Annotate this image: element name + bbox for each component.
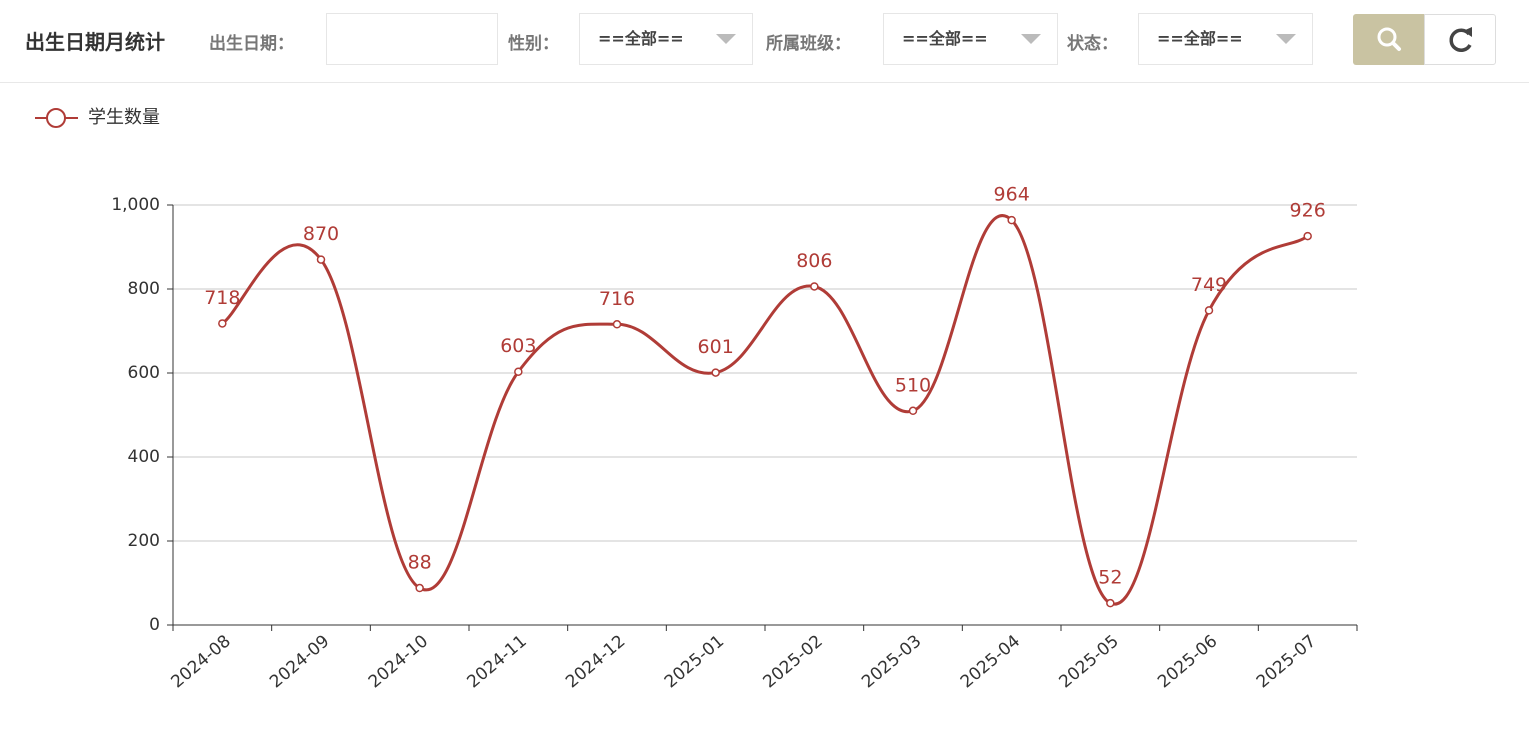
y-tick-label: 800 <box>128 279 160 299</box>
point <box>908 406 918 416</box>
dropdown-arrow <box>716 34 736 44</box>
point <box>415 583 424 593</box>
y-tick-label: 1,000 <box>111 195 160 215</box>
filter-label: 性别： <box>508 34 559 54</box>
point <box>711 368 720 377</box>
legend-label: 学生数量 <box>88 107 160 128</box>
y-tick-label: 200 <box>128 531 160 551</box>
x-tick-label: 2025-04 <box>957 631 1024 692</box>
data-label: 603 <box>500 335 536 357</box>
x-tick-label: 2024-09 <box>266 631 333 692</box>
class-select[interactable]: ==全部== <box>883 13 1058 65</box>
x-tick-label: 2024-08 <box>167 631 234 692</box>
header: 出生日期月统计 出生日期： 性别： ==全部== 所属班级： ==全部== 状态… <box>0 0 1529 83</box>
data-label: 601 <box>698 336 734 358</box>
search-button[interactable] <box>1353 14 1425 65</box>
refresh-icon <box>1449 27 1472 52</box>
x-tick-label: 2024-10 <box>365 631 432 692</box>
point <box>1106 598 1115 608</box>
data-label: 926 <box>1290 200 1326 222</box>
point <box>514 367 523 376</box>
data-label: 718 <box>204 287 240 309</box>
select-value: ==全部== <box>1157 29 1243 48</box>
y-tick-label: 600 <box>128 363 160 383</box>
point <box>218 319 227 328</box>
point <box>612 320 622 329</box>
select-value: ==全部== <box>598 29 684 48</box>
point <box>810 282 819 291</box>
data-label: 716 <box>599 288 635 310</box>
data-label: 52 <box>1098 567 1122 589</box>
y-tick-label: 400 <box>128 447 160 467</box>
status-select[interactable]: ==全部== <box>1138 13 1313 65</box>
data-label: 964 <box>994 184 1030 206</box>
line <box>221 214 1309 606</box>
x-tick-label: 2025-05 <box>1055 631 1122 692</box>
filter-label: 出生日期： <box>209 34 294 54</box>
date-input[interactable] <box>326 13 498 65</box>
x-tick-label: 2025-06 <box>1154 631 1221 692</box>
data-label: 510 <box>895 374 931 396</box>
data-label: 870 <box>303 223 339 245</box>
x-tick-label: 2024-11 <box>463 631 530 692</box>
point <box>1303 231 1312 241</box>
data-label: 88 <box>408 552 432 574</box>
x-tick-label: 2024-12 <box>562 631 629 692</box>
search-icon <box>1377 27 1401 51</box>
page-title: 出生日期月统计 <box>25 30 165 54</box>
filter-label: 所属班级： <box>766 34 851 54</box>
dropdown-arrow <box>1021 34 1041 44</box>
dropdown-arrow <box>1276 34 1296 44</box>
x-tick-label: 2025-02 <box>759 631 826 692</box>
x-tick-label: 2025-07 <box>1253 631 1320 692</box>
point <box>1007 215 1016 225</box>
legend-marker <box>46 108 66 128</box>
filter-label: 状态： <box>1067 34 1118 54</box>
x-tick-label: 2025-01 <box>661 631 728 692</box>
select-value: ==全部== <box>902 29 988 48</box>
data-label: 806 <box>796 250 832 272</box>
gender-select[interactable]: ==全部== <box>579 13 753 65</box>
data-label: 749 <box>1191 274 1227 296</box>
x-tick-label: 2025-03 <box>858 631 925 692</box>
point <box>316 255 326 264</box>
refresh-button[interactable] <box>1424 14 1496 65</box>
y-tick-label: 0 <box>149 615 160 635</box>
point <box>1204 306 1214 315</box>
